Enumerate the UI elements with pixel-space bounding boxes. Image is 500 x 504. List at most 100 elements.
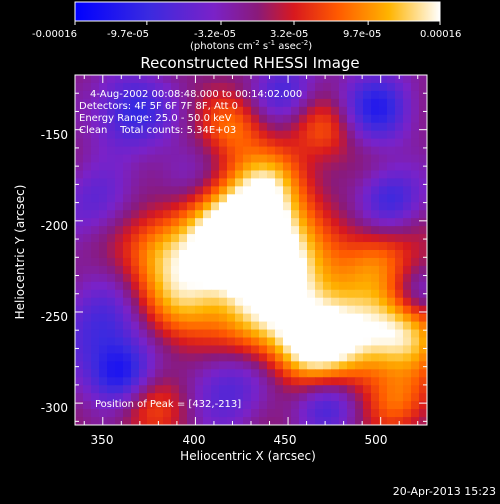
heatmap-cell [339, 401, 348, 410]
heatmap-cell [139, 393, 148, 402]
heatmap-cell [299, 75, 308, 84]
heatmap-cell [251, 385, 260, 394]
heatmap-cell [131, 162, 140, 171]
heatmap-cell [339, 202, 348, 211]
heatmap-cell [315, 353, 324, 362]
heatmap-cell [211, 361, 220, 370]
heatmap-cell [283, 337, 292, 346]
heatmap-cell [379, 353, 388, 362]
heatmap-cell [339, 162, 348, 171]
heatmap-cell [75, 154, 84, 163]
heatmap-cell [339, 273, 348, 283]
heatmap-cell [171, 321, 180, 331]
heatmap-cell [83, 226, 92, 235]
heatmap-cell [187, 361, 196, 370]
heatmap-cell [179, 385, 188, 394]
heatmap-cell [411, 202, 420, 211]
heatmap-cell [203, 178, 212, 187]
heatmap-cell [291, 194, 300, 203]
heatmap-cell [187, 75, 196, 84]
heatmap-cell [331, 210, 340, 219]
heatmap-cell [347, 82, 356, 92]
heatmap-cell [123, 194, 132, 203]
heatmap-cell [371, 114, 380, 124]
heatmap-cell [123, 313, 132, 323]
heatmap-cell [283, 114, 292, 124]
heatmap-cell [147, 210, 156, 219]
heatmap-cell [419, 337, 428, 346]
heatmap-cell [83, 257, 92, 267]
heatmap-cell [315, 305, 324, 315]
heatmap-cell [315, 345, 324, 354]
heatmap-cell [299, 345, 308, 354]
heatmap-cell [187, 122, 196, 132]
heatmap-cell [411, 361, 420, 370]
heatmap-cell [347, 210, 356, 219]
heatmap-cell [331, 186, 340, 195]
heatmap-cell [355, 154, 364, 163]
heatmap-cell [195, 98, 204, 108]
heatmap-cell [139, 273, 148, 283]
heatmap-cell [75, 82, 84, 92]
heatmap-cell [147, 393, 156, 402]
heatmap-cell [211, 234, 220, 243]
heatmap-cell [347, 289, 356, 299]
heatmap-cell [179, 226, 188, 235]
heatmap-cell [219, 409, 228, 418]
heatmap-cell [235, 273, 244, 283]
heatmap-cell [275, 98, 284, 108]
heatmap-cell [315, 281, 324, 291]
heatmap-cell [371, 281, 380, 291]
heatmap-cell [299, 226, 308, 235]
heatmap-cell [187, 194, 196, 203]
heatmap-cell [323, 297, 332, 307]
heatmap-cell [379, 122, 388, 132]
heatmap-cell [275, 130, 284, 140]
heatmap-cell [243, 98, 252, 108]
heatmap-cell [387, 377, 396, 386]
heatmap-cell [139, 226, 148, 235]
heatmap-cell [347, 226, 356, 235]
heatmap-cell [187, 98, 196, 108]
heatmap-cell [259, 281, 268, 291]
heatmap-cell [419, 393, 428, 402]
heatmap-cell [243, 313, 252, 323]
colorbar-tick-4: 9.7e-05 [343, 29, 381, 40]
heatmap-cell [107, 417, 116, 426]
heatmap-cell [243, 353, 252, 362]
heatmap-cell [395, 242, 404, 251]
heatmap-cell [115, 122, 124, 132]
heatmap-cell [419, 281, 428, 291]
heatmap-cell [107, 90, 116, 100]
heatmap-cell [411, 313, 420, 323]
heatmap-cell [91, 409, 100, 418]
heatmap-cell [299, 377, 308, 386]
heatmap-cell [115, 353, 124, 362]
heatmap-cell [267, 289, 276, 299]
heatmap-cell [299, 250, 308, 259]
heatmap-cell [371, 75, 380, 84]
heatmap-cell [355, 337, 364, 346]
heatmap-cell [195, 186, 204, 195]
heatmap-cell [371, 210, 380, 219]
heatmap-cell [267, 90, 276, 100]
heatmap-cell [299, 218, 308, 227]
heatmap-cell [387, 178, 396, 187]
heatmap-cell [99, 226, 108, 235]
heatmap-cell [291, 369, 300, 378]
heatmap-cell [363, 90, 372, 100]
heatmap-cell [371, 353, 380, 362]
heatmap-cell [243, 154, 252, 163]
heatmap-cell [219, 242, 228, 251]
x-axis-label: Heliocentric X (arcsec) [180, 449, 316, 463]
heatmap-cell [283, 138, 292, 148]
heatmap-cell [259, 289, 268, 299]
heatmap-cell [147, 242, 156, 251]
heatmap-cell [115, 273, 124, 283]
heatmap-cell [283, 393, 292, 402]
heatmap-cell [371, 154, 380, 163]
heatmap-cell [267, 226, 276, 235]
heatmap-cell [163, 385, 172, 394]
heatmap-cell [107, 385, 116, 394]
heatmap-cell [147, 90, 156, 100]
